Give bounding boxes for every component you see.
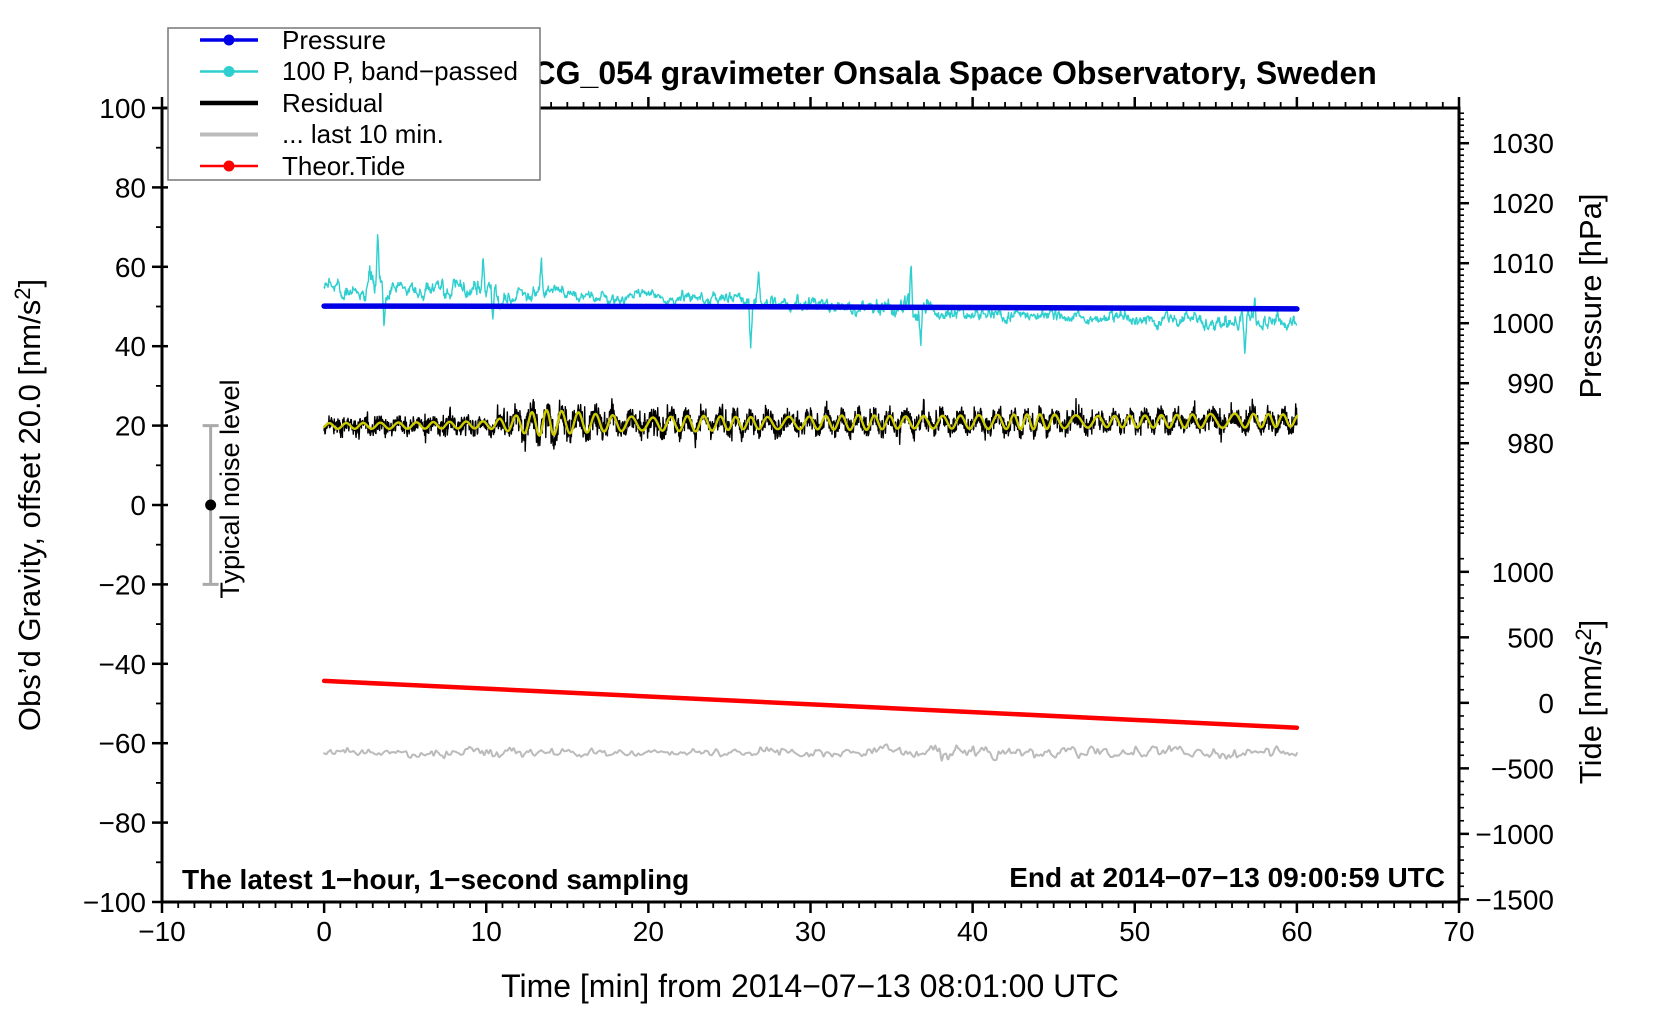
- x-tick-label: 40: [957, 916, 988, 947]
- gravity-tick-label: −60: [99, 728, 147, 759]
- tide-axis-label: Tide [nm/s2]: [1571, 620, 1608, 784]
- x-tick-label: 20: [633, 916, 664, 947]
- pressure-tick-label: 990: [1507, 368, 1554, 399]
- chart-title: SCG_054 gravimeter Onsala Space Observat…: [511, 55, 1377, 91]
- series-last-10-min: [323, 743, 1298, 762]
- gravity-tick-label: 20: [115, 411, 146, 442]
- tide-tick-label: −500: [1491, 753, 1554, 784]
- gravity-tick-label: −80: [99, 808, 147, 839]
- x-tick-label: 30: [795, 916, 826, 947]
- legend-label-pressure: Pressure: [282, 25, 386, 55]
- gravity-tick-label: 100: [99, 93, 146, 124]
- gravity-tick-label: −100: [83, 887, 146, 918]
- x-tick-label: 60: [1281, 916, 1312, 947]
- series-band-passed-pressure: [323, 234, 1298, 354]
- series-residual: [323, 398, 1298, 452]
- tide-tick-label: 0: [1538, 688, 1554, 719]
- x-tick-label: −10: [138, 916, 186, 947]
- gravity-tick-label: 60: [115, 252, 146, 283]
- x-tick-label: 10: [471, 916, 502, 947]
- pressure-tick-label: 1000: [1492, 308, 1554, 339]
- legend-label-bandpassed: 100 P, band−passed: [282, 56, 518, 86]
- legend-label-residual: Residual: [282, 88, 383, 118]
- tide-tick-label: 500: [1507, 622, 1554, 653]
- gravity-axis-label: Obs’d Gravity, offset 20.0 [nm/s2]: [10, 279, 47, 731]
- end-time-annotation: End at 2014−07−13 09:00:59 UTC: [1009, 862, 1445, 893]
- gravity-tick-label: 80: [115, 172, 146, 203]
- pressure-axis-label: Pressure [hPa]: [1573, 193, 1608, 398]
- series-pressure: [321, 303, 1300, 312]
- series-layer: [321, 234, 1300, 762]
- axis-ticks-layer: −10 0 10 20 30 40 50 60 70−100−80−60−40−20020406…: [83, 93, 1554, 947]
- legend-samples: [200, 34, 258, 172]
- x-tick-label: 50: [1119, 916, 1150, 947]
- legend: Pressure 100 P, band−passed Residual ...…: [167, 25, 541, 181]
- x-axis-label: Time [min] from 2014−07−13 08:01:00 UTC: [501, 968, 1119, 1004]
- pressure-tick-label: 1010: [1492, 248, 1554, 279]
- gravity-tick-label: −20: [99, 569, 147, 600]
- legend-label-theortide: Theor.Tide: [282, 151, 405, 181]
- gravity-tick-label: 0: [130, 490, 146, 521]
- tide-tick-label: 1000: [1492, 557, 1554, 588]
- x-tick-label: 0: [316, 916, 332, 947]
- series-theor-tide: [321, 678, 1300, 730]
- gravity-tick-label: 40: [115, 331, 146, 362]
- typical-noise-label: Typical noise level: [215, 379, 245, 598]
- typical-noise-errorbar: [202, 424, 219, 586]
- pressure-tick-label: 980: [1507, 428, 1554, 459]
- legend-label-last10min: ... last 10 min.: [282, 119, 444, 149]
- pressure-tick-label: 1030: [1492, 128, 1554, 159]
- x-tick-label: 70: [1443, 916, 1474, 947]
- gravity-tick-label: −40: [99, 649, 147, 680]
- sampling-annotation: The latest 1−hour, 1−second sampling: [182, 864, 689, 895]
- plot-frame: [160, 106, 1461, 904]
- tide-tick-label: −1500: [1475, 884, 1554, 915]
- series-residual-band: [322, 408, 1299, 437]
- pressure-tick-label: 1020: [1492, 188, 1554, 219]
- tide-tick-label: −1000: [1475, 819, 1554, 850]
